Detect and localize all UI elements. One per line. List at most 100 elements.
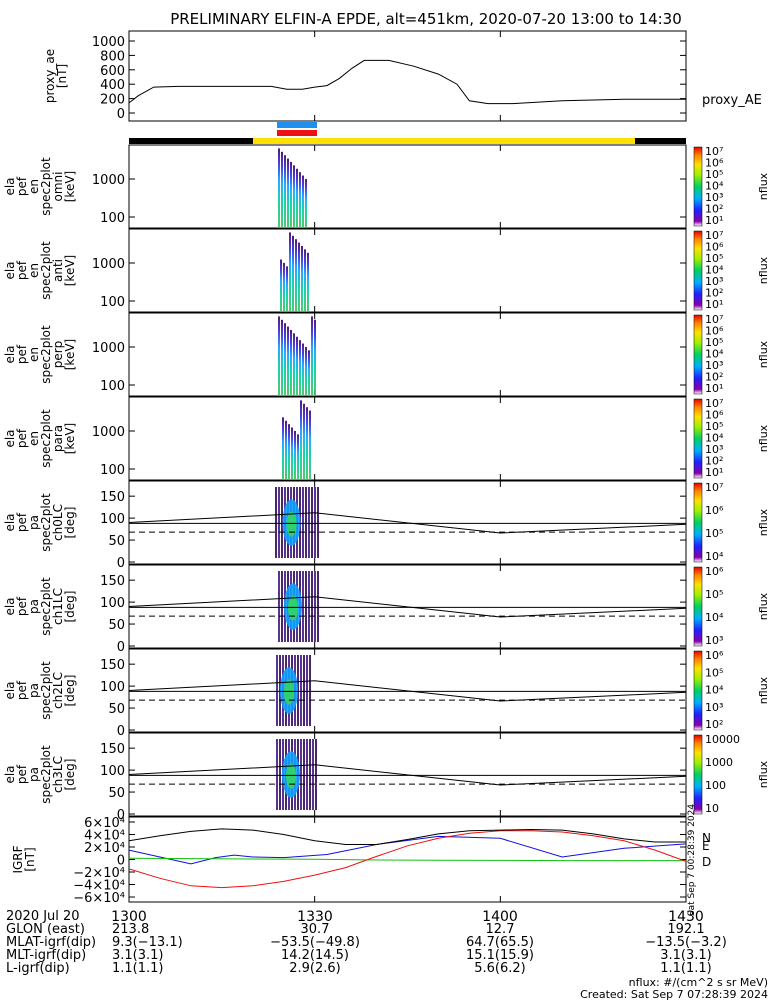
- y-tick-label: 100: [100, 596, 125, 611]
- spectrogram-column: [298, 242, 300, 312]
- colorbar-tick-label: 10⁴: [705, 550, 724, 563]
- colorbar: [693, 398, 703, 479]
- pitch-angle-column: [308, 487, 310, 558]
- colorbar-tick-label: 10⁵: [705, 588, 723, 601]
- panel-frame: [128, 144, 687, 229]
- ephemeris-cell: 213.8: [112, 922, 149, 937]
- spectrogram-column: [291, 427, 293, 480]
- y-tick-label: 2×10⁴: [84, 841, 125, 856]
- pitch-angle-column: [303, 655, 305, 726]
- colorbar-label: nflux: [757, 760, 770, 788]
- colorbar-tick-label: 10⁶: [705, 565, 724, 578]
- y-tick-label: 0: [117, 854, 125, 869]
- y-axis-label: pa: [27, 515, 41, 530]
- colorbar-tick-label: 10⁷: [705, 145, 723, 158]
- spectrogram-column: [308, 350, 310, 396]
- y-axis-label: omni: [51, 172, 65, 202]
- spectrogram-column: [304, 249, 306, 312]
- spectrogram-column: [295, 239, 297, 312]
- igrf-series-line: [128, 828, 686, 845]
- spectrogram-column: [290, 329, 292, 396]
- y-axis-label: pef: [15, 176, 29, 196]
- y-tick-label: 1000: [92, 341, 125, 356]
- y-axis-label: pef: [15, 596, 29, 616]
- igrf-legend-label: N: [702, 831, 711, 845]
- y-axis-label: [deg]: [63, 507, 77, 539]
- pitch-angle-column: [281, 487, 283, 558]
- pitch-angle-column: [303, 739, 305, 810]
- pitch-angle-column: [306, 739, 308, 810]
- pitch-angle-column: [279, 739, 281, 810]
- pitch-angle-column: [278, 571, 280, 642]
- colorbar: [693, 230, 703, 311]
- ephemeris-cell: MLAT-igrf(dip): [6, 935, 96, 950]
- spectrogram-column: [309, 410, 311, 480]
- colorbar-tick-label: 10²: [705, 371, 723, 384]
- status-bar-yellow: [253, 138, 635, 144]
- y-axis-label: pef: [15, 344, 29, 364]
- spectrogram-column: [302, 343, 304, 396]
- colorbar-tick-label: 10³: [705, 634, 723, 647]
- ephemeris-cell: 14.2(14.5): [281, 948, 349, 963]
- y-axis-label: pef: [15, 764, 29, 784]
- ephemeris-cell: 30.7: [301, 922, 330, 937]
- footer-units: nflux: #/(cm^2 s sr MeV): [629, 976, 768, 989]
- colorbar-tick-label: 10⁵: [705, 336, 723, 349]
- y-axis-label: spec2plot: [39, 493, 53, 552]
- colorbar-tick-label: 10⁴: [705, 264, 724, 277]
- colorbar-tick-label: 10²: [705, 718, 723, 731]
- ephemeris-cell: L-igrf(dip): [6, 961, 70, 976]
- spectrogram-column: [306, 407, 308, 480]
- ephemeris-cell: 3.1(3.1): [660, 948, 712, 963]
- y-axis-label: spec2plot: [39, 325, 53, 384]
- y-axis-label: spec2plot: [39, 577, 53, 636]
- y-tick-label: 50: [108, 786, 125, 801]
- pitch-angle-column: [314, 487, 316, 558]
- y-axis-label: pa: [27, 599, 41, 614]
- y-tick-label: 50: [108, 534, 125, 549]
- igrf-series-line: [128, 835, 687, 865]
- colorbar-tick-label: 10⁴: [705, 611, 724, 624]
- y-axis-label: anti: [51, 259, 65, 282]
- colorbar: [693, 314, 703, 395]
- colorbar-tick-label: 10⁶: [705, 157, 724, 170]
- y-axis-label: ela: [3, 681, 17, 699]
- colorbar-tick-label: 10³: [705, 275, 723, 288]
- spectrogram-column: [294, 430, 296, 480]
- colorbar-tick-label: 10³: [705, 191, 723, 204]
- spectrogram-column: [293, 165, 295, 228]
- status-bar-red: [277, 130, 317, 136]
- igrf-legend-label: E: [702, 839, 710, 853]
- colorbar-tick-label: 10²: [705, 203, 723, 216]
- colorbar-tick-label: 10³: [705, 701, 723, 714]
- y-tick-label: 800: [100, 49, 125, 64]
- colorbar-tick-label: 1000: [705, 756, 733, 769]
- spectrogram-column: [293, 333, 295, 396]
- ephemeris-cell: −13.5(−3.2): [645, 935, 727, 950]
- ephemeris-cell: GLON (east): [6, 922, 85, 937]
- colorbar-tick-label: 10⁵: [705, 168, 723, 181]
- page-title: PRELIMINARY ELFIN-A EPDE, alt=451km, 202…: [170, 10, 682, 28]
- colorbar-tick-label: 10⁷: [705, 229, 723, 242]
- flux-blob-core: [286, 511, 297, 537]
- pitch-angle-column: [300, 739, 302, 810]
- side-timestamp: Sat Sep 7 00:28:39 2024: [687, 804, 697, 916]
- y-tick-label: −2×10⁴: [73, 866, 125, 881]
- panel-frame: [128, 30, 687, 122]
- spectrogram-column: [282, 417, 284, 480]
- igrf-legend-label: D: [702, 855, 711, 869]
- y-axis-label: [deg]: [63, 675, 77, 707]
- y-tick-label: 400: [100, 78, 125, 93]
- y-tick-label: 100: [100, 764, 125, 779]
- spectrogram-column: [283, 262, 285, 312]
- y-axis-label: en: [27, 431, 41, 446]
- y-axis-label: perp: [51, 341, 65, 369]
- ephemeris-cell: 15.1(15.9): [466, 948, 534, 963]
- y-axis-label: ela: [3, 429, 17, 447]
- spectrogram-column: [280, 259, 282, 312]
- colorbar-tick-label: 10⁴: [705, 684, 724, 697]
- colorbar-tick-label: 10³: [705, 359, 723, 372]
- y-axis-label: spec2plot: [39, 157, 53, 216]
- spectrogram-column: [287, 158, 289, 228]
